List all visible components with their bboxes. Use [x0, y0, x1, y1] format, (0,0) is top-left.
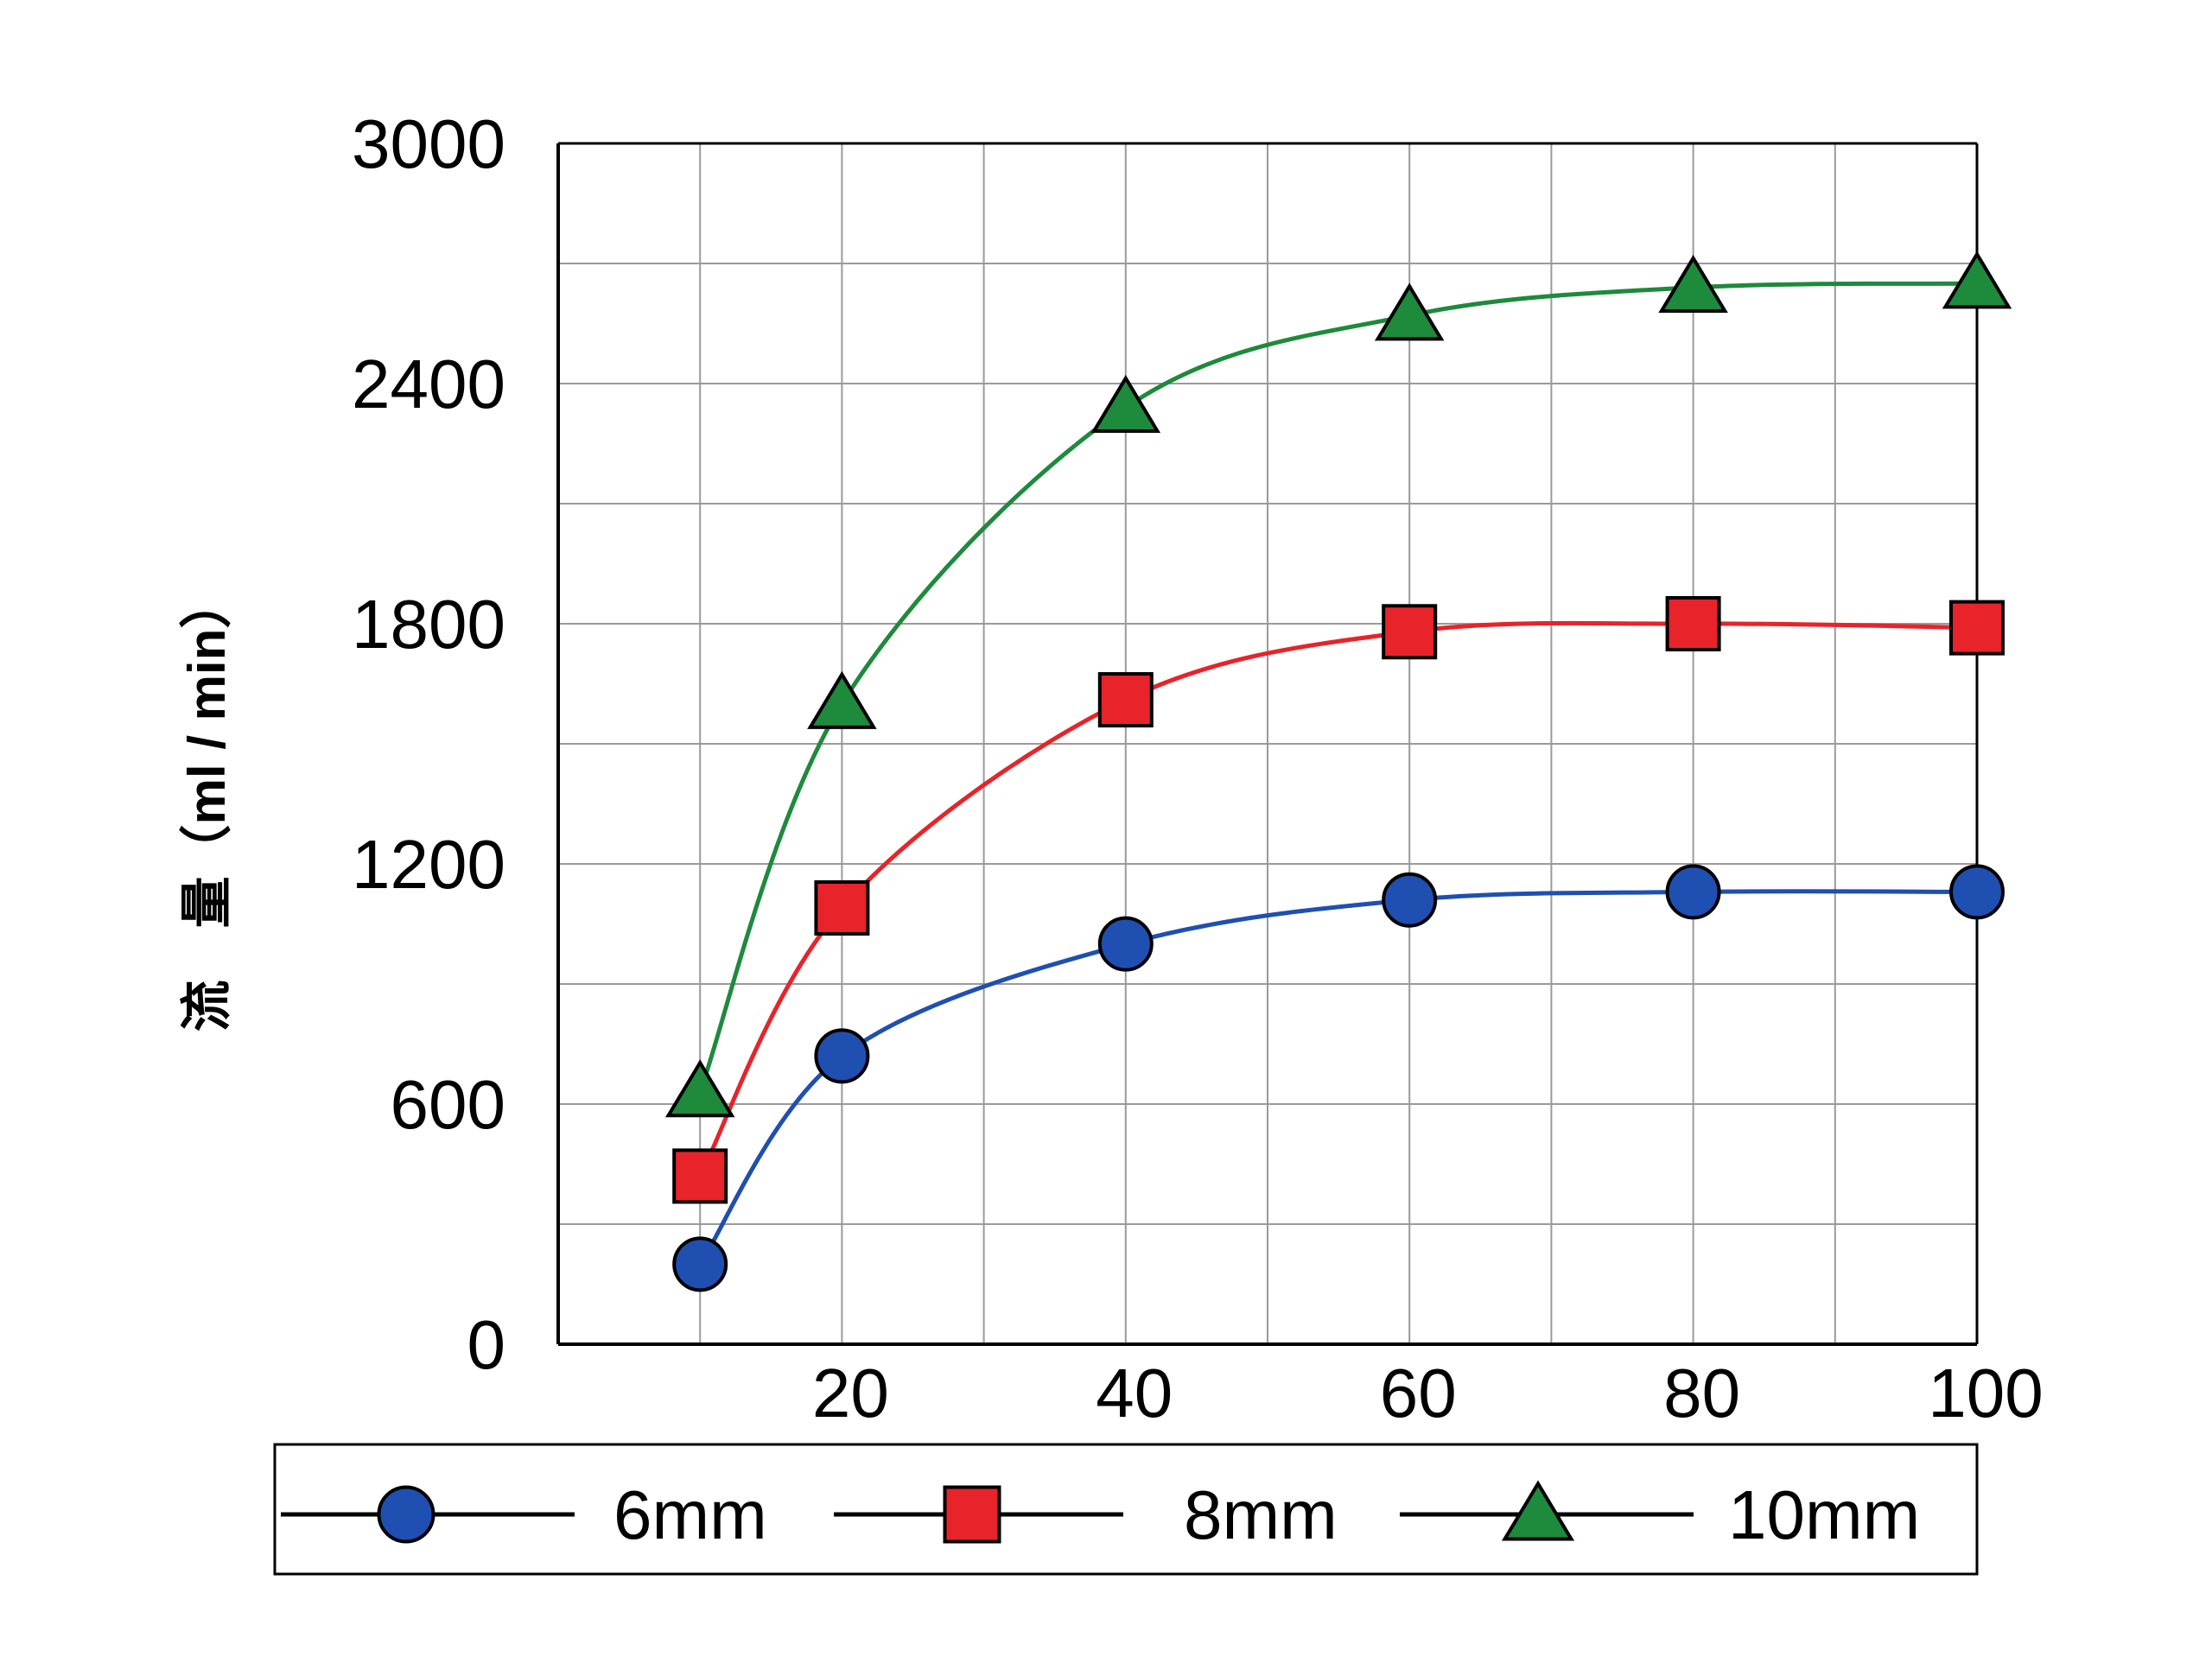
y-tick-label: 2400 — [352, 346, 505, 422]
data-point-8mm — [1949, 600, 2005, 656]
x-tick-label: 60 — [1380, 1355, 1457, 1431]
x-tick-label: 20 — [812, 1355, 889, 1431]
data-point-6mm — [1097, 916, 1154, 972]
legend-label: 8mm — [1184, 1476, 1338, 1553]
x-tick-label: 40 — [1096, 1355, 1173, 1431]
data-point-6mm — [672, 1236, 728, 1292]
data-point-10mm — [1942, 251, 2012, 309]
data-point-10mm — [807, 670, 877, 729]
grid — [558, 143, 1977, 1344]
data-point-8mm — [814, 879, 870, 936]
axes — [556, 142, 1979, 1346]
data-point-10mm — [1658, 254, 1728, 313]
data-point-10mm — [664, 1059, 735, 1118]
data-point-6mm — [1949, 864, 2005, 920]
x-tick-label: 100 — [1928, 1355, 2043, 1431]
data-point-6mm — [1665, 864, 1721, 920]
y-tick-label: 1200 — [352, 826, 505, 903]
labels: 0 600 1200 1800 2400 3000 20 40 60 80 100 流 量（ml / … — [178, 105, 2044, 1431]
data-point-8mm — [1382, 604, 1438, 660]
series-line-6mm — [698, 889, 1978, 1266]
y-axis-title: 流 量（ml / min） — [178, 577, 236, 1032]
data-point-6mm — [1382, 872, 1438, 928]
legend: 6mm 8mm 10mm — [273, 1443, 1979, 1576]
y-tick-label: 1800 — [352, 586, 505, 663]
legend-item-8mm: 8mm — [834, 1476, 1338, 1553]
legend-box — [273, 1443, 1979, 1576]
data-point-8mm — [1665, 596, 1721, 651]
series-6mm — [672, 864, 2005, 1292]
y-tick-label: 600 — [391, 1066, 505, 1143]
series-line-8mm — [697, 620, 1978, 1177]
data-point-8mm — [1097, 672, 1154, 728]
legend-marker-triangle — [1501, 1480, 1575, 1541]
data-point-10mm — [1374, 282, 1445, 341]
legend-marker-square — [943, 1485, 1001, 1544]
data-point-6mm — [814, 1028, 870, 1084]
series — [664, 251, 2012, 1292]
legend-item-10mm: 10mm — [1400, 1476, 1920, 1553]
series-8mm — [672, 596, 2005, 1204]
series-line-10mm — [697, 281, 1978, 1093]
legend-label: 6mm — [613, 1476, 767, 1553]
y-tick-label: 0 — [467, 1306, 506, 1383]
legend-label: 10mm — [1728, 1476, 1920, 1553]
y-tick-label: 3000 — [352, 105, 505, 182]
data-point-8mm — [672, 1148, 728, 1204]
series-10mm — [664, 251, 2012, 1118]
data-point-10mm — [1090, 374, 1161, 433]
legend-marker-circle — [377, 1485, 435, 1544]
legend-item-6mm: 6mm — [281, 1476, 767, 1553]
x-tick-label: 80 — [1663, 1355, 1740, 1431]
